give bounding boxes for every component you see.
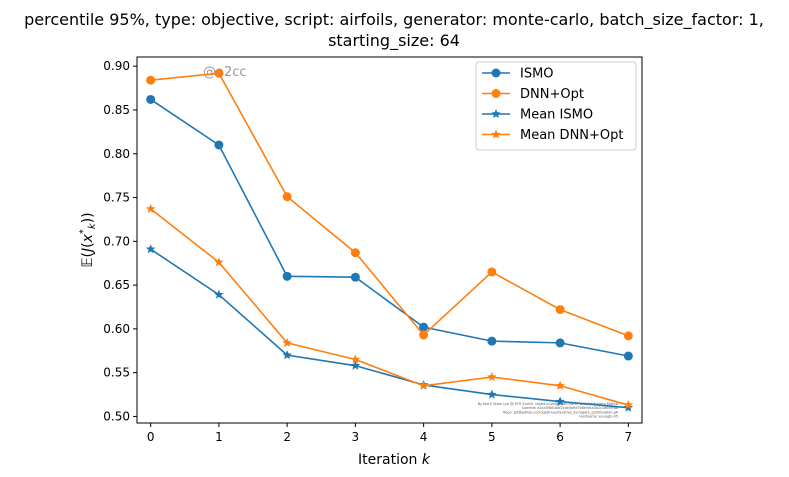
series-layer xyxy=(145,68,634,412)
data-point-mean-dnn-opt xyxy=(555,380,565,390)
x-axis: 0 1 2 3 4 5 6 7 xyxy=(147,423,632,444)
data-point-mean-ismo xyxy=(487,389,497,399)
x-tick-label: 0 xyxy=(147,430,155,444)
footnote-line: Hostname: ex-login-05 xyxy=(579,415,618,419)
legend-marker-ismo xyxy=(491,68,501,78)
legend-marker-dnn-opt xyxy=(491,89,501,98)
series-mean-dnn-opt xyxy=(145,203,634,410)
series-line-mean-ismo xyxy=(150,248,629,409)
data-point-mean-dnn-opt xyxy=(282,337,292,347)
legend-label-mean-ismo: Mean ISMO xyxy=(520,108,593,123)
y-tick-label: 0.75 xyxy=(103,191,130,205)
footnote-line: By Kjetil Olsen Lye @ ETH Zurich <kjetil… xyxy=(478,402,618,406)
y-axis: 0.50 0.55 0.60 0.65 0.70 0.75 0.80 0.85 0.90 xyxy=(103,59,137,423)
data-point-mean-ismo xyxy=(350,360,361,370)
data-point-mean-ismo xyxy=(555,396,565,406)
y-tick-label: 0.60 xyxy=(103,322,130,336)
series-ismo xyxy=(146,94,633,361)
data-point-ismo xyxy=(419,322,429,332)
x-tick-label: 3 xyxy=(352,430,360,444)
y-tick-label: 0.80 xyxy=(103,147,130,161)
y-tick-label: 0.85 xyxy=(103,103,130,117)
data-point-mean-ismo xyxy=(282,350,292,360)
x-tick-label: 6 xyxy=(556,430,564,444)
legend-box xyxy=(475,61,637,151)
data-point-ismo xyxy=(146,94,156,104)
data-point-dnn-opt xyxy=(146,75,156,85)
legend-marker-mean-dnn-opt xyxy=(491,129,501,139)
data-point-mean-dnn-opt xyxy=(418,380,429,390)
data-point-dnn-opt xyxy=(555,305,565,315)
data-point-mean-dnn-opt xyxy=(145,203,156,213)
x-axis-label: Iteration k xyxy=(358,452,431,468)
data-point-dnn-opt xyxy=(350,248,360,258)
footnote: By Kjetil Olsen Lye @ ETH Zurich <kjetil… xyxy=(478,402,619,419)
legend-label-mean-dnn-opt: Mean DNN+Opt xyxy=(520,128,624,143)
data-point-dnn-opt xyxy=(623,331,633,341)
data-point-mean-ismo xyxy=(214,289,224,299)
x-tick-label: 2 xyxy=(283,430,291,444)
data-point-mean-dnn-opt xyxy=(350,354,361,364)
legend-label-dnn-opt: DNN+Opt xyxy=(520,87,584,102)
data-point-dnn-opt xyxy=(282,192,292,202)
legend: ISMO DNN+Opt Mean ISMO Mean DNN+Opt xyxy=(475,61,637,151)
x-tick-label: 1 xyxy=(215,430,223,444)
plot-frame xyxy=(136,56,643,424)
y-tick-label: 0.70 xyxy=(103,234,130,248)
series-line-dnn-opt xyxy=(150,72,629,337)
data-point-dnn-opt xyxy=(419,330,429,340)
chart-title-line-2: starting_size: 64 xyxy=(328,31,460,51)
y-tick-label: 0.90 xyxy=(103,59,130,73)
data-point-ismo xyxy=(282,271,292,281)
data-point-ismo xyxy=(487,336,497,346)
data-point-mean-dnn-opt xyxy=(623,400,634,410)
chart-title-line-1: percentile 95%, type: objective, script:… xyxy=(24,10,764,30)
data-point-ismo xyxy=(214,140,224,150)
y-tick-label: 0.65 xyxy=(103,278,130,292)
data-point-dnn-opt xyxy=(487,267,497,277)
series-line-mean-dnn-opt xyxy=(150,208,629,406)
data-point-ismo xyxy=(350,272,360,282)
footnote-line: Repo: git@github.com:kjetil-lye/iterativ… xyxy=(503,410,619,414)
y-axis-label: 𝔼(J(x*k)) xyxy=(78,212,98,267)
watermark: @a2cc xyxy=(203,65,247,80)
data-point-ismo xyxy=(555,338,565,348)
data-point-mean-dnn-opt xyxy=(487,372,497,382)
series-line-ismo xyxy=(150,98,629,357)
footnote-line: Commit: a2cc0f8d1b8f2c4e3a9d7b6e5f4a3b2c… xyxy=(522,406,618,410)
data-point-mean-dnn-opt xyxy=(214,257,224,267)
data-point-mean-ismo xyxy=(145,244,156,254)
data-point-ismo xyxy=(623,351,633,361)
data-point-dnn-opt xyxy=(214,68,224,78)
x-tick-label: 5 xyxy=(488,430,496,444)
x-tick-label: 7 xyxy=(625,430,633,444)
legend-marker-mean-ismo xyxy=(491,109,501,119)
y-tick-label: 0.55 xyxy=(103,366,130,380)
x-tick-label: 4 xyxy=(420,430,428,444)
series-dnn-opt xyxy=(146,68,633,341)
y-tick-label: 0.50 xyxy=(103,409,130,423)
legend-label-ismo: ISMO xyxy=(520,67,554,82)
